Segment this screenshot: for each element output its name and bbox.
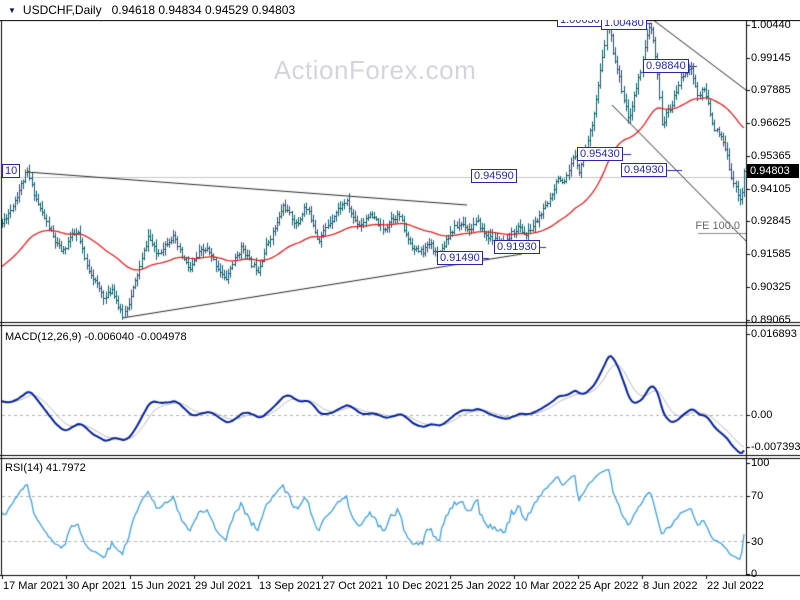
rsi-axis-tick-label: 100 xyxy=(751,457,770,469)
y-axis-tick-label: 0.90325 xyxy=(751,281,791,293)
date-axis-label: 10 Mar 2022 xyxy=(515,580,577,592)
y-axis-tick-label: 0.92845 xyxy=(751,215,791,227)
y-axis-tick-label: 0.94105 xyxy=(751,183,791,195)
collapse-triangle-icon[interactable]: ▼ xyxy=(8,5,16,15)
rsi-axis-tick-label: 0 xyxy=(751,568,758,580)
y-axis-tick-label: 0.89065 xyxy=(751,314,791,326)
macd-axis-tick-label: 0.00 xyxy=(751,409,773,421)
price-label-box: 0.94590 xyxy=(471,169,517,183)
trendline-id-label: 10 xyxy=(2,164,21,178)
rsi-axis-tick-label: 30 xyxy=(751,536,764,548)
rsi-axis-tick-label: 70 xyxy=(751,490,764,502)
date-axis-label: 25 Jan 2022 xyxy=(451,580,512,592)
price-label-box: 0.91490 xyxy=(437,251,483,265)
symbol-timeframe-label: USDCHF,Daily xyxy=(22,3,102,17)
ohlc-values-label: 0.94618 0.94834 0.94529 0.94803 xyxy=(111,3,296,17)
y-axis-tick-label: 0.97885 xyxy=(751,84,791,96)
date-axis-label: 15 Jun 2021 xyxy=(131,580,192,592)
macd-axis-tick-label: -0.007393 xyxy=(751,441,800,453)
y-axis-tick-label: 0.95365 xyxy=(751,150,791,162)
current-price-tag: 0.94803 xyxy=(747,164,799,178)
fibonacci-expansion-label: FE 100.0 xyxy=(695,220,740,232)
date-axis-label: 10 Dec 2021 xyxy=(387,580,450,592)
date-axis-label: 27 Oct 2021 xyxy=(323,580,383,592)
date-axis-label: 30 Apr 2021 xyxy=(67,580,127,592)
y-axis-tick-label: 0.99145 xyxy=(751,52,791,64)
y-axis-tick-label: 1.00440 xyxy=(751,19,791,31)
price-label-box: 0.94930 xyxy=(621,163,667,177)
date-axis-label: 22 Jul 2022 xyxy=(707,580,764,592)
price-label-box: 0.95430 xyxy=(577,147,623,161)
macd-indicator-label: MACD(12,26,9) -0.006040 -0.004978 xyxy=(5,331,187,343)
macd-axis-tick-label: 0.016893 xyxy=(751,328,797,340)
date-axis-label: 17 Mar 2021 xyxy=(3,580,65,592)
rsi-indicator-label: RSI(14) 41.7972 xyxy=(5,462,86,474)
date-axis-label: 29 Jul 2021 xyxy=(195,580,252,592)
y-axis-tick-label: 0.91585 xyxy=(751,248,791,260)
date-axis-label: 13 Sep 2021 xyxy=(259,580,322,592)
date-axis-label: 25 Apr 2022 xyxy=(579,580,639,592)
price-label-box: 0.98840 xyxy=(643,59,689,73)
date-axis-label: 8 Jun 2022 xyxy=(643,580,698,592)
chart-title-bar: ▼ USDCHF,Daily 0.94618 0.94834 0.94529 0… xyxy=(0,0,800,20)
price-label-box: 0.91930 xyxy=(494,240,540,254)
y-axis-tick-label: 0.96625 xyxy=(751,117,791,129)
